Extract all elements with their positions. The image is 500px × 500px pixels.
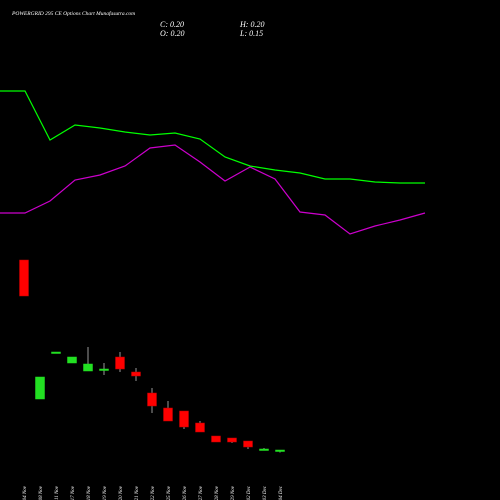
candle-body <box>131 371 141 377</box>
chart-title: POWERGRID 295 CE Options Chart Munafasut… <box>11 10 135 17</box>
candle-body <box>195 422 205 433</box>
x-tick-label: 20 Nov <box>119 485 124 500</box>
x-tick-label: 19 Nov <box>103 485 108 500</box>
x-tick-label: 04 Nov <box>23 485 28 500</box>
candle-body <box>147 392 157 407</box>
open-label: O: 0.20 <box>160 29 184 38</box>
x-tick-label: 03 Dec <box>263 485 268 500</box>
close-label: C: 0.20 <box>160 20 184 29</box>
candle-body <box>51 351 61 354</box>
candle-body <box>259 448 269 451</box>
candle-body <box>179 410 189 428</box>
low-label: L: 0.15 <box>239 29 263 38</box>
x-tick-label: 26 Nov <box>183 485 188 500</box>
candle-body <box>99 368 109 371</box>
candle-body <box>67 356 77 364</box>
x-tick-label: 29 Nov <box>231 485 236 500</box>
candle-body <box>19 259 29 297</box>
line-series <box>0 90 425 184</box>
high-label: H: 0.20 <box>239 20 264 29</box>
candle-body <box>243 440 253 448</box>
x-tick-label: 22 Nov <box>151 485 156 500</box>
candle-body <box>227 437 237 443</box>
x-tick-label: 08 Nov <box>39 485 44 500</box>
candle-body <box>115 356 125 370</box>
x-tick-label: 25 Nov <box>167 485 172 500</box>
x-tick-label: 27 Nov <box>199 485 204 500</box>
x-tick-label: 21 Nov <box>135 485 140 500</box>
x-tick-label: 11 Nov <box>55 485 60 500</box>
x-tick-label: 04 Dec <box>279 485 284 500</box>
candle-body <box>35 376 45 400</box>
candle-body <box>275 449 285 452</box>
candle-body <box>211 435 221 443</box>
x-tick-label: 02 Dec <box>247 485 252 500</box>
candle-body <box>163 407 173 422</box>
x-tick-label: 28 Nov <box>215 485 220 500</box>
candle-body <box>83 363 93 372</box>
line-series <box>0 144 426 235</box>
x-tick-label: 18 Nov <box>87 485 92 500</box>
x-tick-label: 17 Nov <box>71 485 76 500</box>
